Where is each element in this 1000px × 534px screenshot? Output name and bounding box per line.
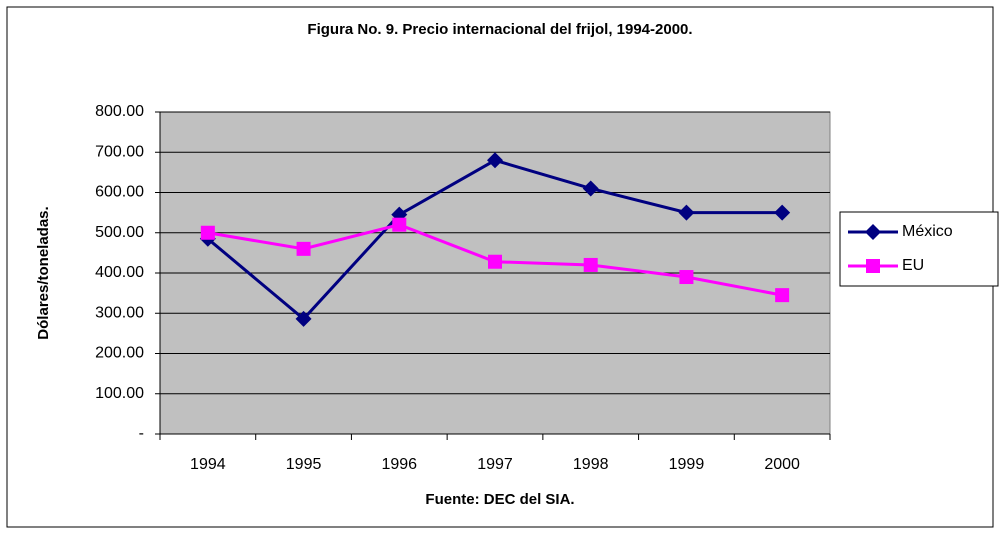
x-tick-label: 1999 [669,456,705,473]
y-axis-label: Dólares/toneladas. [35,206,52,339]
marker [679,270,694,285]
chart-title: Figura No. 9. Precio internacional del f… [307,21,692,38]
y-tick-label: 400.00 [95,264,144,281]
y-tick-label: 800.00 [95,103,144,120]
y-tick-label: 700.00 [95,143,144,160]
marker [582,180,599,197]
marker [865,224,881,240]
legend-label: EU [902,257,924,274]
y-tick-label: 600.00 [95,184,144,201]
y-tick-label: 200.00 [95,345,144,362]
legend-label: México [902,223,953,240]
y-tick-label: 300.00 [95,304,144,321]
x-axis-label: Fuente: DEC del SIA. [425,491,574,508]
y-tick-label: - [139,425,144,442]
marker [488,254,502,269]
x-tick-label: 1997 [477,456,513,473]
marker [295,310,312,327]
marker [392,217,407,232]
marker [487,152,503,169]
x-tick-label: 1996 [381,456,417,473]
marker [678,204,695,221]
marker [200,225,215,240]
legend-box [839,211,999,287]
marker [775,288,790,303]
marker [866,259,880,273]
x-tick-label: 1998 [573,456,609,473]
x-tick-label: 2000 [764,456,800,473]
marker [583,257,598,272]
y-tick-label: 500.00 [95,224,144,241]
marker [296,241,311,256]
y-tick-label: 100.00 [95,385,144,402]
x-tick-label: 1995 [286,456,322,473]
marker [774,204,791,221]
x-tick-label: 1994 [190,456,226,473]
